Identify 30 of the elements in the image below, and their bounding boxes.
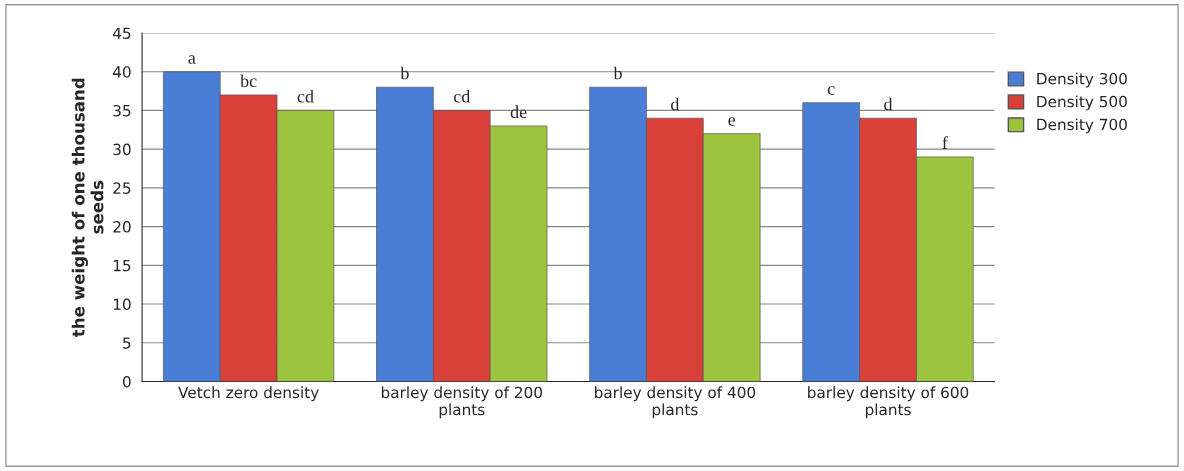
data-label: f — [942, 136, 948, 149]
data-label: b — [613, 66, 622, 80]
data-label: cd — [297, 89, 314, 103]
y-tick-label: 45 — [112, 27, 131, 39]
data-label: d — [671, 97, 680, 111]
data-label: bc — [240, 74, 257, 88]
data-label: e — [728, 117, 736, 126]
legend-label: Density 700 — [1037, 118, 1127, 134]
y-axis-title: the weight of one thousand seeds — [71, 78, 104, 337]
legend-label: Density 500 — [1037, 95, 1127, 111]
y-tick-label: 15 — [113, 260, 131, 272]
data-label: cd — [453, 89, 471, 103]
data-label: c — [827, 86, 835, 95]
data-label: b — [400, 66, 409, 80]
y-tick-label: 10 — [113, 298, 131, 311]
y-tick-label: 0 — [122, 375, 131, 388]
x-tick-label: barley density of 600 plants — [808, 386, 969, 419]
data-label: d — [884, 97, 893, 111]
y-tick-label: 20 — [113, 221, 131, 233]
data-label: de — [510, 105, 527, 119]
y-tick-label: 5 — [123, 337, 131, 349]
x-tick-label: barley density of 200 plants — [381, 386, 542, 419]
data-label: a — [188, 55, 196, 64]
y-tick-label: 25 — [113, 182, 131, 194]
y-tick-label: 35 — [113, 104, 131, 117]
x-tick-label: Vetch zero density — [178, 386, 319, 402]
x-tick-label: barley density of 400 plants — [595, 386, 756, 419]
legend-label: Density 300 — [1037, 72, 1127, 88]
y-tick-label: 30 — [113, 143, 131, 156]
y-tick-label: 40 — [112, 66, 131, 78]
